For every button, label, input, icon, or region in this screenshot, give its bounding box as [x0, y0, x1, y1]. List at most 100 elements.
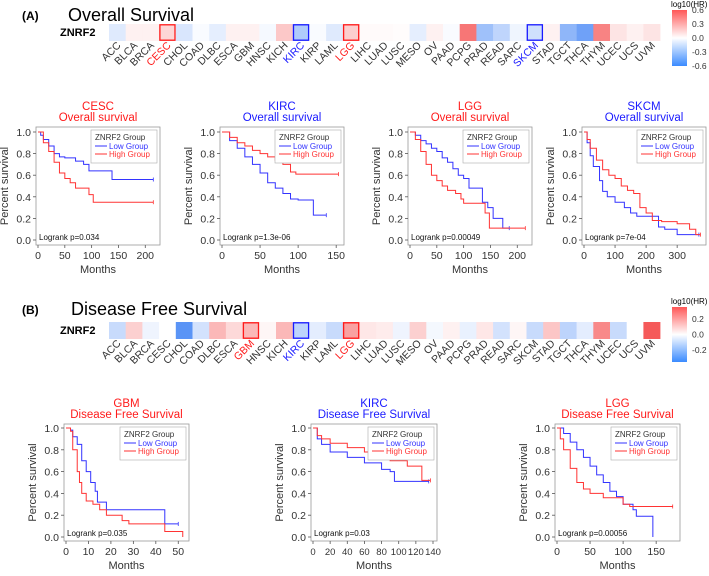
heatmap-cell-laml: [326, 24, 344, 41]
x-axis-label: Months: [108, 560, 145, 571]
x-axis-label: Months: [264, 264, 301, 276]
logrank-p-value: Logrank p=0.035: [67, 529, 128, 538]
x-tick-label: 150: [110, 250, 128, 262]
x-tick-label: 150: [647, 546, 665, 558]
heatmap-cell-luad: [376, 24, 394, 41]
y-tick-label: 0.6: [388, 170, 403, 182]
colorbar: [672, 10, 687, 66]
y-axis-label: Percent survival: [274, 443, 286, 521]
y-tick-label: 0.4: [16, 192, 31, 204]
km-title: LGG: [458, 101, 482, 113]
y-tick-label: 1.0: [388, 127, 403, 139]
y-tick-label: 0.2: [200, 213, 215, 225]
x-tick-label: 0: [219, 250, 225, 262]
heatmap-cell-laml: [326, 322, 344, 339]
x-tick-label: 140: [425, 547, 441, 558]
heatmap-cell-kirc: [292, 322, 310, 339]
x-tick-label: 20: [325, 547, 336, 558]
heatmap-highlight-kirc: [292, 322, 310, 339]
km-legend-title: ZNRF2 Group: [372, 430, 423, 439]
x-tick-label: 100: [455, 250, 473, 262]
heatmap-cell-kirp: [309, 322, 327, 339]
heatmap-cell-stad: [543, 322, 561, 339]
heatmap-highlight-cesc: [159, 24, 176, 41]
x-tick-label: 100: [391, 547, 407, 558]
km-subtitle: Overall survival: [243, 112, 322, 124]
x-tick-label: 200: [637, 250, 655, 262]
km-curve-low-group: [222, 131, 327, 216]
heatmap-cell-blca: [125, 322, 143, 339]
km-curve-high-group: [222, 131, 339, 175]
heatmap-cell-ucec: [610, 322, 627, 339]
x-tick-label: 50: [431, 250, 443, 262]
x-tick-label: 40: [342, 547, 353, 558]
panel-b-letter: (B): [22, 303, 39, 317]
y-tick-label: 0.2: [291, 510, 306, 522]
y-tick-label: 0.2: [388, 213, 403, 225]
km-subtitle: Overall survival: [431, 112, 510, 124]
heatmap-highlight-skcm: [526, 24, 544, 41]
km-legend-title: ZNRF2 Group: [95, 133, 146, 142]
x-tick-label: 30: [128, 546, 140, 558]
y-axis-label: Percent survival: [0, 147, 11, 225]
logrank-p-value: Logrank p=7e-04: [585, 233, 646, 242]
heatmap-cell-hnsc: [259, 24, 277, 41]
heatmap-cell-paad: [443, 322, 460, 339]
panel-a-letter: (A): [22, 9, 39, 23]
x-tick-label: 100: [606, 250, 624, 262]
heatmap-cell-lihc: [359, 24, 377, 41]
km-legend-low-group: Low Group: [386, 439, 426, 448]
y-tick-label: 0.4: [535, 488, 550, 500]
x-tick-label: 0: [554, 546, 560, 558]
heatmap-cell-chol: [175, 24, 193, 41]
y-tick-label: 1.0: [535, 423, 550, 435]
km-legend-low-group: Low Group: [481, 142, 521, 151]
heatmap-cell-ov: [426, 322, 444, 339]
km-legend-high-group: High Group: [481, 150, 522, 159]
y-tick-label: 0.8: [388, 149, 403, 161]
km-curve-high-group: [557, 427, 673, 507]
km-title: GBM: [113, 398, 139, 410]
km-legend-low-group: Low Group: [293, 142, 333, 151]
heatmap-cell-acc: [109, 322, 126, 339]
km-legend-high-group: High Group: [386, 447, 427, 456]
y-tick-label: 1.0: [44, 423, 59, 435]
heatmap-cell-sarc: [509, 24, 527, 41]
heatmap-cell-blca: [125, 24, 143, 41]
heatmap-cell-uvm: [643, 24, 661, 41]
km-subtitle: Disease Free Survival: [318, 409, 430, 421]
x-tick-label: 150: [482, 250, 500, 262]
y-tick-label: 0.2: [44, 510, 59, 522]
colorbar: [672, 307, 687, 362]
y-tick-label: 0.8: [16, 149, 31, 161]
y-tick-label: 0.0: [200, 235, 215, 247]
heatmap-cell-meso: [409, 24, 427, 41]
km-title: KIRC: [360, 398, 387, 410]
km-legend-high-group: High Group: [629, 447, 670, 456]
heatmap-row-label: ZNRF2: [60, 325, 95, 337]
km-plot-frame: [554, 423, 681, 542]
km-legend-high-group: High Group: [109, 150, 150, 159]
colorbar-tick-label: 0.3: [692, 19, 704, 29]
x-tick-label: 300: [668, 250, 686, 262]
heatmap-cell-ucs: [626, 24, 644, 41]
km-legend-low-group: Low Group: [138, 439, 178, 448]
km-subtitle: Disease Free Survival: [561, 409, 673, 421]
heatmap-cell-kich: [276, 322, 293, 339]
y-tick-label: 0.4: [291, 488, 306, 500]
panel-a-title: Overall Survival: [68, 5, 194, 25]
heatmap-cell-coad: [192, 24, 210, 41]
km-plot-frame: [35, 126, 161, 246]
colorbar-tick-label: 0.6: [692, 5, 704, 15]
x-tick-label: 0: [63, 546, 69, 558]
y-tick-label: 0.8: [200, 149, 215, 161]
km-subtitle: Disease Free Survival: [70, 409, 182, 421]
colorbar-tick-label: 0.0: [692, 33, 704, 43]
heatmap-cell-pcpg: [459, 24, 477, 41]
heatmap-cell-skcm: [526, 24, 544, 41]
colorbar-tick-label: 0.0: [692, 330, 704, 340]
colorbar-title: log10(HR): [671, 0, 708, 9]
km-legend-high-group: High Group: [138, 447, 179, 456]
y-tick-label: 0.6: [291, 467, 306, 479]
x-tick-label: 20: [105, 546, 117, 558]
